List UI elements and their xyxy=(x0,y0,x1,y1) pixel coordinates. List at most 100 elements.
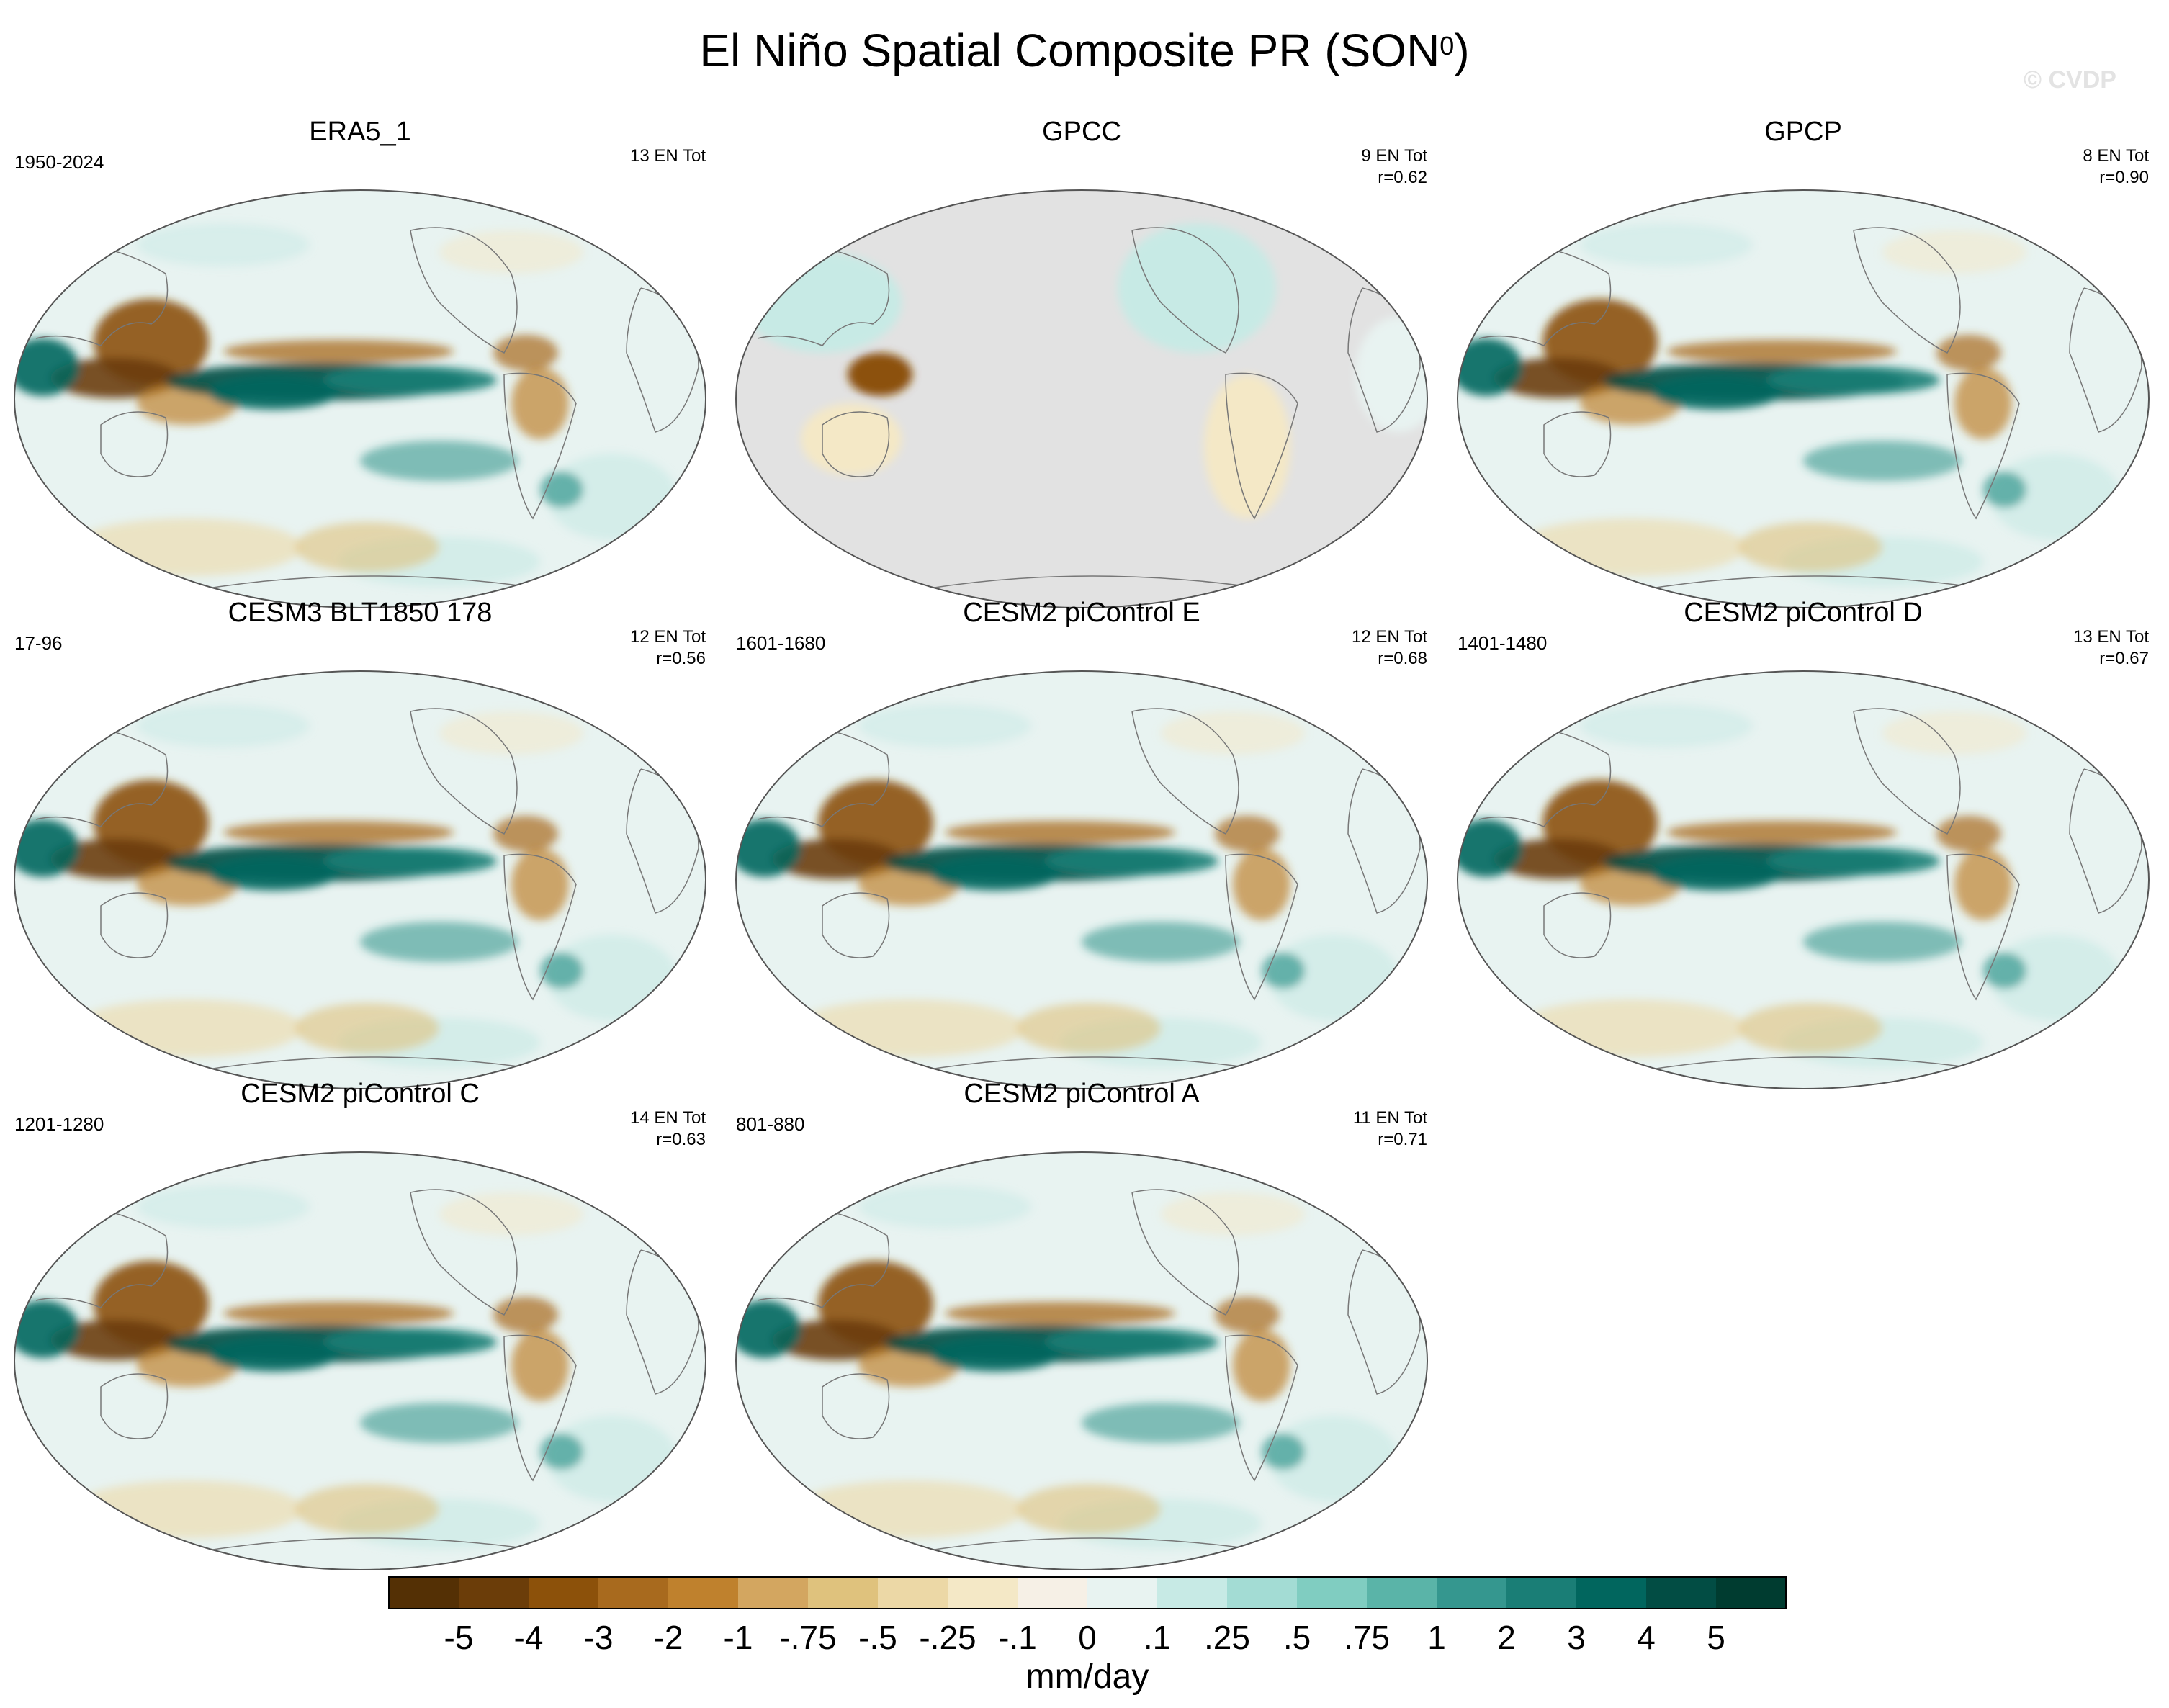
coastline xyxy=(822,411,890,477)
map-svg xyxy=(14,189,706,608)
panel-period: 1201-1280 xyxy=(14,1113,104,1135)
dry-anomaly xyxy=(50,1320,180,1360)
map-panel: GPCP 8 EN Tot r=0.90 xyxy=(1450,115,2156,608)
map-border xyxy=(1457,670,2150,1089)
wet-anomaly xyxy=(360,441,518,481)
wet-patch xyxy=(858,1185,1031,1228)
colorbar-tick-label: -2 xyxy=(654,1619,683,1656)
map-svg xyxy=(735,1151,1428,1570)
dry-patch xyxy=(1161,711,1305,755)
panel-stats: 9 EN Tot r=0.62 xyxy=(1361,145,1427,189)
figure-title-superscript: 0 xyxy=(1440,31,1455,60)
coastline xyxy=(194,575,555,591)
wet-anomaly xyxy=(1803,441,1962,481)
wet-anomaly xyxy=(1046,1328,1218,1357)
dry-anomaly xyxy=(1954,848,2012,920)
map-border xyxy=(14,670,706,1089)
event-count: 13 EN Tot xyxy=(630,146,706,166)
panel-period: 1950-2024 xyxy=(14,151,104,173)
colorbar-swatch xyxy=(1646,1577,1716,1609)
panel-stats: 14 EN Tot r=0.63 xyxy=(630,1107,706,1151)
panel-title: CESM2 piControl A xyxy=(964,1079,1200,1109)
wet-anomaly xyxy=(736,1300,801,1358)
coastline xyxy=(1946,853,2020,1001)
colorbar-swatch xyxy=(1157,1577,1227,1609)
wet-patch xyxy=(137,704,310,747)
map-border xyxy=(14,189,706,608)
coastline xyxy=(822,1373,890,1439)
wet-anomaly xyxy=(1652,856,1782,891)
map-panel: ERA5_1 1950-2024 13 EN Tot xyxy=(7,115,713,608)
dry-anomaly xyxy=(1954,367,2012,439)
panel-period: 1401-1480 xyxy=(1458,632,1548,654)
pattern-correlation: r=0.56 xyxy=(656,649,706,668)
event-count: 13 EN Tot xyxy=(2073,627,2149,647)
map-border xyxy=(735,189,1428,608)
map-border xyxy=(14,1151,706,1570)
wet-anomaly xyxy=(930,1337,1060,1372)
colorbar-tick-label: 3 xyxy=(1567,1619,1586,1656)
map-svg xyxy=(1457,670,2150,1089)
coastline xyxy=(1225,372,1298,520)
panel-stats: 13 EN Tot xyxy=(630,145,706,167)
coastline xyxy=(1131,708,1239,835)
colorbar-tick-label: -.75 xyxy=(779,1619,836,1656)
coastline xyxy=(1637,575,1998,591)
coastline xyxy=(100,1373,169,1439)
colorbar-swatch xyxy=(948,1577,1018,1609)
colorbar-tick-label: 2 xyxy=(1497,1619,1516,1656)
wet-anomaly xyxy=(930,856,1060,891)
event-count: 12 EN Tot xyxy=(1352,627,1427,647)
wet-anomaly xyxy=(540,953,583,989)
pattern-correlation: r=0.71 xyxy=(1378,1130,1427,1149)
asia-land xyxy=(743,252,902,353)
colorbar-swatch xyxy=(878,1577,948,1609)
pattern-correlation: r=0.68 xyxy=(1378,649,1427,668)
colorbar-tick-label: -4 xyxy=(514,1619,544,1656)
panel-title: CESM2 piControl C xyxy=(241,1079,480,1109)
coastline xyxy=(1131,1189,1239,1316)
panel-period: 1601-1680 xyxy=(736,632,826,654)
dry-patch xyxy=(1017,1484,1161,1534)
coastline xyxy=(503,1334,577,1482)
colorbar-frame xyxy=(388,1576,1787,1609)
map-svg xyxy=(1457,189,2150,608)
south-america-land xyxy=(1204,374,1290,518)
colorbar-unit-label: mm/day xyxy=(1026,1658,1149,1696)
colorbar-swatch xyxy=(738,1577,808,1609)
colorbar-tick-label: .25 xyxy=(1204,1619,1250,1656)
anomaly-field xyxy=(1458,223,2120,587)
panel-stats: 12 EN Tot r=0.68 xyxy=(1352,626,1427,670)
event-count: 12 EN Tot xyxy=(630,627,706,647)
wet-anomaly xyxy=(1082,1403,1240,1443)
colorbar-tick-label: -.25 xyxy=(919,1619,976,1656)
wet-anomaly xyxy=(1803,922,1962,962)
dry-anomaly xyxy=(493,816,558,852)
map-svg xyxy=(735,670,1428,1089)
coastline xyxy=(915,575,1277,591)
dry-patch xyxy=(439,1192,583,1236)
colorbar-tick-label: 5 xyxy=(1707,1619,1725,1656)
dry-anomaly xyxy=(1215,1297,1280,1333)
panel-stats: 13 EN Tot r=0.67 xyxy=(2073,626,2149,670)
dry-patch xyxy=(1882,230,2026,274)
wet-anomaly xyxy=(1262,1434,1305,1470)
wet-anomaly xyxy=(324,366,497,395)
dry-anomaly xyxy=(493,335,558,371)
wet-anomaly xyxy=(14,1300,79,1358)
panel-title: GPCP xyxy=(1764,117,1842,147)
coastlines xyxy=(742,708,1421,1072)
colorbar-tick-label: .1 xyxy=(1144,1619,1171,1656)
panel-title: CESM3 BLT1850 178 xyxy=(228,598,493,628)
pattern-correlation: r=0.62 xyxy=(1378,168,1427,187)
colorbar-tick-label: 1 xyxy=(1427,1619,1446,1656)
coastline xyxy=(1946,372,2020,520)
colorbar-tick-label: 4 xyxy=(1637,1619,1656,1656)
map-svg xyxy=(14,1151,706,1570)
wet-anomaly xyxy=(1458,338,1522,396)
wet-anomaly xyxy=(14,819,79,877)
panel-title: GPCC xyxy=(1042,117,1121,147)
coastline xyxy=(1543,892,1612,958)
coastline xyxy=(410,1189,518,1316)
coastline xyxy=(915,1056,1277,1072)
